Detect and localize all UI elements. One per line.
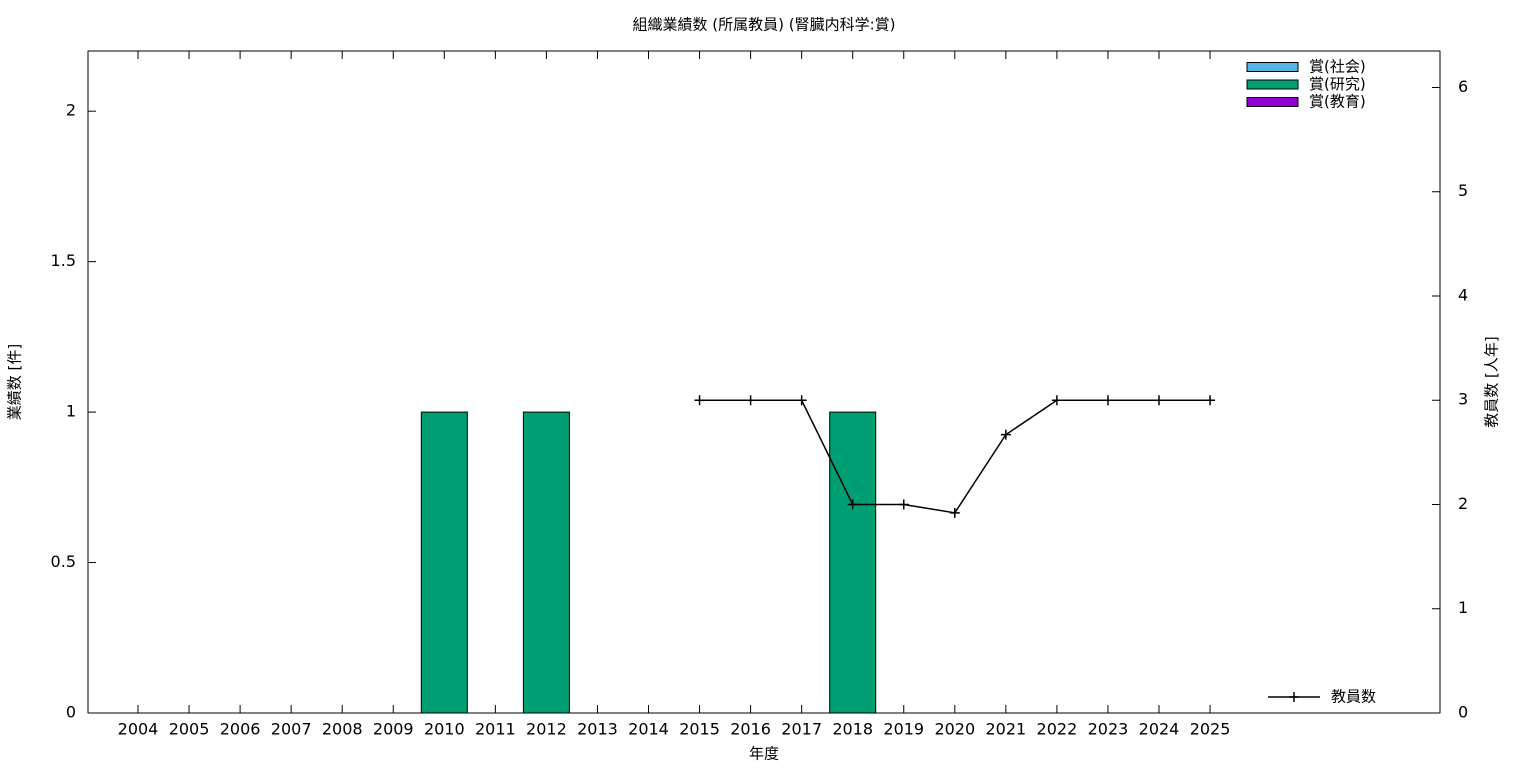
- line: [699, 399, 1211, 514]
- legend-swatch: [1246, 79, 1299, 90]
- legend-label: 賞(社会): [1309, 58, 1366, 76]
- legend-swatch: [1246, 62, 1299, 72]
- bar: [829, 411, 877, 714]
- point: [796, 395, 807, 406]
- plot-frame: [87, 50, 1441, 714]
- x-tick-label: 2015: [679, 720, 720, 739]
- point: [1051, 395, 1062, 406]
- legend-point: [1289, 692, 1299, 702]
- y2-tick-label: 4: [1458, 285, 1468, 304]
- x-tick-label: 2011: [475, 720, 516, 739]
- y-tick-label: 0: [66, 703, 76, 722]
- y2-tick-label: 1: [1458, 598, 1468, 617]
- point: [1102, 395, 1113, 406]
- x-tick-label: 2005: [169, 720, 210, 739]
- point: [745, 395, 756, 406]
- x-tick-label: 2013: [577, 720, 618, 739]
- x-tick-label: 2010: [424, 720, 465, 739]
- y2-tick-label: 3: [1458, 390, 1468, 409]
- y-tick-label: 0.5: [51, 552, 76, 571]
- x-tick-label: 2018: [832, 720, 873, 739]
- x-tick-label: 2012: [526, 720, 567, 739]
- x-tick-label: 2006: [220, 720, 261, 739]
- legend-swatch: [1246, 97, 1299, 107]
- y2-tick-label: 0: [1458, 703, 1468, 722]
- y2-tick-label: 5: [1458, 181, 1468, 200]
- point: [1154, 395, 1164, 406]
- y2-tick-label: 2: [1458, 494, 1468, 513]
- y2-axis-label: 教員数 [人年]: [1483, 336, 1501, 427]
- x-tick-label: 2024: [1139, 720, 1180, 739]
- y-tick-label: 2: [66, 101, 76, 120]
- point: [898, 499, 909, 510]
- point: [694, 395, 705, 406]
- x-tick-label: 2019: [883, 720, 924, 739]
- point: [1205, 395, 1216, 406]
- x-axis-label: 年度: [749, 745, 779, 763]
- x-tick-label: 2014: [628, 720, 669, 739]
- legend-label: 賞(教育): [1309, 93, 1366, 111]
- x-tick-label: 2025: [1190, 720, 1231, 739]
- y-tick-label: 1: [66, 402, 76, 421]
- x-tick-label: 2020: [934, 720, 975, 739]
- y2-tick-label: 6: [1458, 77, 1468, 96]
- point: [949, 507, 960, 518]
- x-tick-label: 2022: [1037, 720, 1078, 739]
- legend-label: 教員数: [1331, 688, 1376, 706]
- chart-title: 組織業績数 (所属教員) (腎臓内科学:賞): [633, 16, 896, 34]
- x-tick-label: 2009: [373, 720, 414, 739]
- x-tick-label: 2021: [985, 720, 1026, 739]
- point: [847, 499, 858, 510]
- bar: [420, 411, 468, 714]
- y-tick-label: 1.5: [51, 251, 76, 270]
- point: [1000, 429, 1011, 440]
- x-tick-label: 2023: [1088, 720, 1129, 739]
- legend-label: 賞(研究): [1309, 75, 1366, 93]
- bar: [522, 411, 570, 714]
- x-tick-label: 2008: [322, 720, 363, 739]
- x-tick-label: 2017: [781, 720, 822, 739]
- x-tick-label: 2007: [271, 720, 312, 739]
- x-tick-label: 2016: [730, 720, 771, 739]
- x-tick-label: 2004: [118, 720, 159, 739]
- y-axis-label: 業績数 [件]: [6, 344, 24, 420]
